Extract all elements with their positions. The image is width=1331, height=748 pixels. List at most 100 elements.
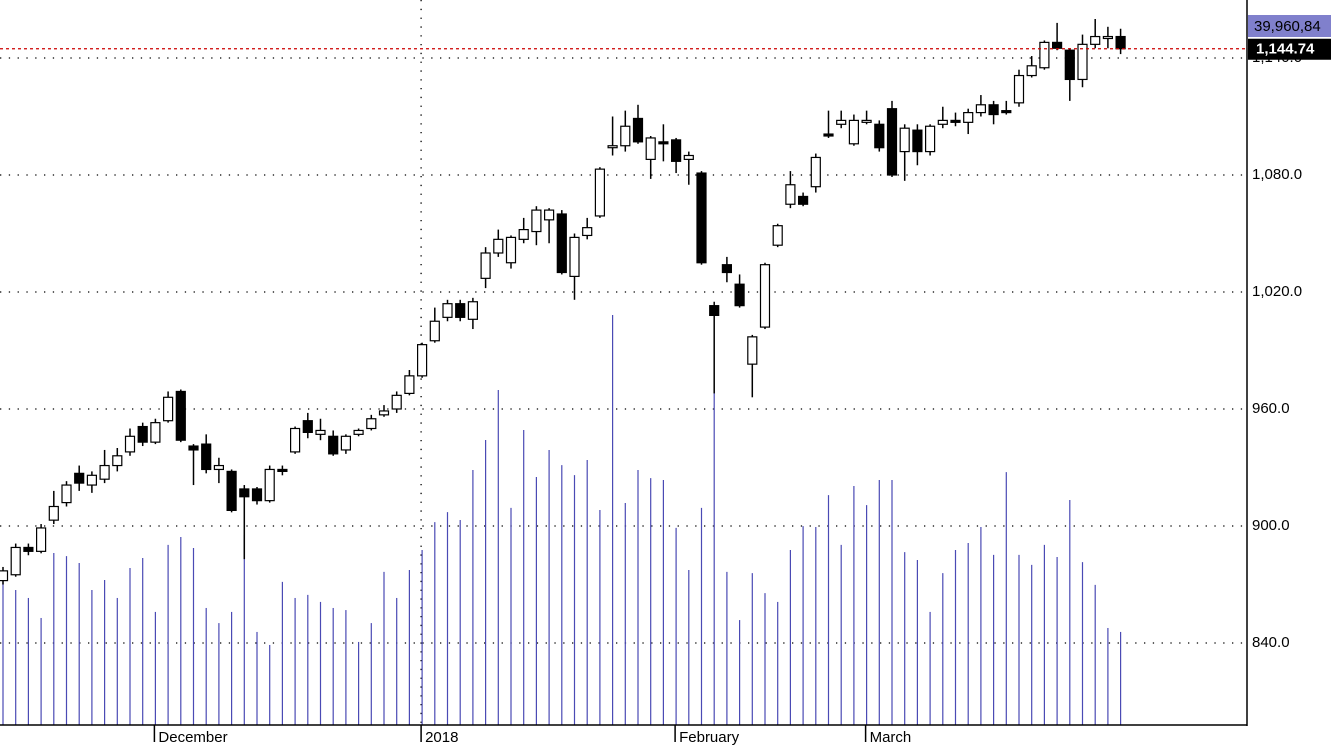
candle-body	[950, 119, 961, 123]
candle-body	[417, 344, 428, 377]
candle-body	[874, 123, 885, 149]
candle-body	[645, 137, 656, 160]
candle-body	[963, 111, 974, 123]
last-price-box	[1248, 38, 1331, 60]
candle-body	[620, 125, 631, 147]
candle-body	[61, 484, 72, 504]
candle-body	[201, 443, 212, 471]
volume-label-box	[1248, 15, 1331, 37]
candle-body	[150, 422, 161, 443]
candle-layer	[0, 18, 1247, 585]
candle-body	[1077, 43, 1088, 81]
candle-body	[924, 125, 936, 153]
candle-body	[1064, 49, 1075, 81]
candle-body	[937, 119, 948, 125]
candle-body	[442, 303, 453, 318]
candle-body	[556, 213, 567, 274]
y-tick-label: 900.0	[1252, 517, 1290, 534]
label-layer: 840.0900.0960.01,020.01,080.01,140.0Dece…	[158, 15, 1331, 746]
candle-body	[23, 546, 34, 552]
candle-body	[1026, 65, 1037, 77]
x-tick-label: February	[679, 729, 740, 746]
candle-body	[302, 420, 313, 433]
candle-body	[493, 238, 504, 254]
candle-body	[734, 283, 745, 307]
candle-body	[328, 435, 339, 455]
candle-body	[785, 184, 796, 205]
candle-body	[772, 225, 783, 246]
candle-body	[264, 468, 275, 502]
candle-body	[175, 390, 186, 441]
candle-body	[569, 236, 580, 277]
candle-body	[696, 172, 707, 264]
last-volume-label: 39,960,84	[1254, 18, 1321, 35]
y-tick-label: 960.0	[1252, 400, 1290, 417]
candle-body	[124, 435, 136, 453]
candle-body	[137, 425, 148, 443]
candle-body	[886, 108, 898, 176]
candle-body	[35, 527, 47, 552]
candle-body	[1102, 35, 1114, 40]
candle-body	[0, 570, 9, 582]
candle-body	[10, 546, 21, 576]
candle-body	[340, 435, 351, 451]
candle-body	[848, 119, 860, 145]
candle-body	[1039, 41, 1050, 69]
candle-body	[670, 139, 682, 162]
candle-body	[988, 104, 999, 116]
candle-body	[226, 470, 237, 511]
candle-body	[1115, 35, 1126, 50]
candle-body	[1001, 110, 1012, 114]
candle-body	[823, 133, 834, 137]
candle-body	[797, 195, 809, 205]
candle-body	[48, 505, 59, 521]
candle-body	[912, 129, 923, 153]
candle-body	[531, 209, 542, 233]
candle-body	[404, 375, 415, 394]
candle-body	[1051, 41, 1063, 49]
candle-body	[594, 168, 606, 217]
candle-body	[378, 410, 390, 416]
candle-body	[213, 464, 224, 471]
candle-body	[747, 336, 758, 365]
candle-body	[455, 303, 466, 318]
candle-body	[74, 472, 85, 484]
candle-body	[1090, 35, 1101, 45]
volume-layer	[2, 315, 1122, 725]
candle-body	[683, 154, 694, 160]
x-tick-label: December	[158, 729, 227, 746]
y-tick-label: 1,020.0	[1252, 283, 1302, 300]
axes	[0, 0, 1248, 742]
candle-body	[721, 264, 733, 274]
candle-body	[315, 429, 326, 435]
candle-body	[810, 156, 821, 188]
candle-body	[112, 455, 123, 467]
candle-body	[632, 117, 644, 143]
y-tick-label: 1,080.0	[1252, 166, 1302, 183]
candle-body	[518, 228, 529, 240]
candle-body	[480, 252, 491, 279]
candle-body	[429, 320, 440, 342]
candle-body	[899, 127, 910, 153]
candle-body	[505, 236, 517, 264]
candle-body	[86, 474, 98, 486]
candle-body	[1013, 74, 1025, 104]
candle-body	[353, 429, 364, 435]
candle-body	[188, 445, 199, 451]
candle-body	[277, 468, 288, 472]
candle-body	[975, 104, 987, 114]
candle-body	[99, 464, 110, 480]
candle-body	[836, 119, 847, 125]
candle-body	[251, 488, 263, 502]
candle-body	[709, 305, 720, 316]
grid	[0, 0, 1247, 725]
candle-body	[759, 264, 771, 328]
candle-body	[391, 394, 402, 410]
candle-body	[861, 119, 872, 123]
y-tick-label: 840.0	[1252, 634, 1290, 651]
last-price-label: 1,144.74	[1256, 41, 1315, 58]
candle-body	[163, 396, 174, 422]
candle-body	[467, 301, 478, 320]
